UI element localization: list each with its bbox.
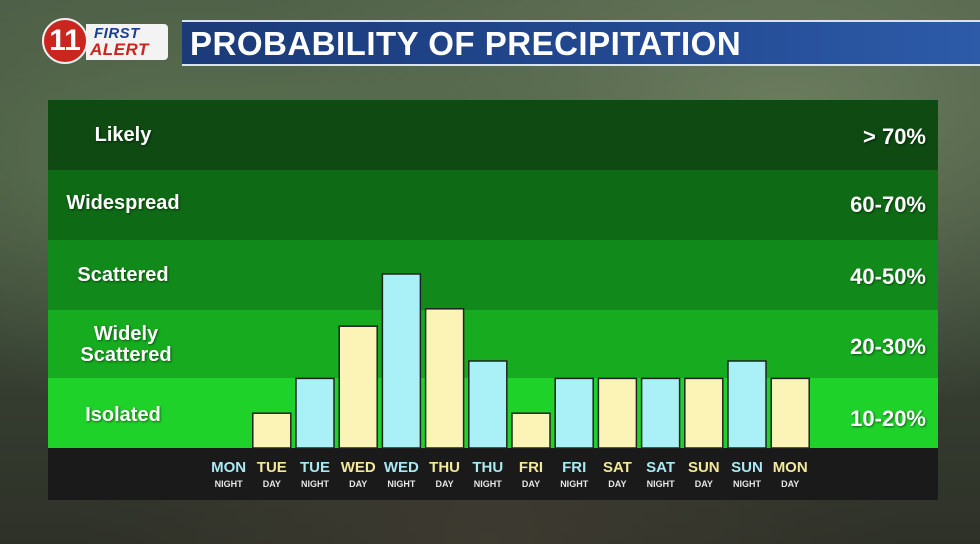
- logo-alert-text: ALERT: [90, 40, 149, 59]
- first-alert-logo: 11 FIRST ALERT: [42, 18, 170, 66]
- bar-wed-day: [338, 325, 378, 449]
- bar-sun-day: [684, 377, 724, 449]
- bar-thu-night: [468, 360, 508, 449]
- tick-label-day: MON: [773, 459, 808, 476]
- tick-label-day: FRI: [519, 459, 543, 476]
- tick-label-day: MON: [211, 459, 246, 476]
- bar-wed-night: [381, 273, 422, 449]
- tick-label-period: DAY: [436, 479, 454, 489]
- bar-thu-day: [424, 308, 465, 449]
- tick-label-day: THU: [429, 459, 460, 476]
- tick-label-day: SUN: [731, 459, 763, 476]
- band-range-scattered: 40-50%: [850, 264, 926, 289]
- tick-label-period: NIGHT: [474, 479, 503, 489]
- tick-label-day: TUE: [300, 459, 330, 476]
- title-bar: PROBABILITY OF PRECIPITATION: [182, 20, 980, 66]
- first-alert-wordmark: FIRST ALERT: [86, 24, 168, 60]
- tick-label-period: DAY: [608, 479, 626, 489]
- tick-label-period: NIGHT: [647, 479, 676, 489]
- chart-panel: Likely > 70% Widespread 60-70% Scattered…: [48, 100, 938, 500]
- tick-label-period: NIGHT: [215, 479, 244, 489]
- bar-sat-night: [640, 377, 681, 449]
- band-label-isolated: Isolated: [85, 404, 161, 426]
- tick-label-day: TUE: [257, 459, 287, 476]
- band-label-widely-scattered: Widely Scattered: [80, 323, 172, 366]
- tick-label-period: DAY: [695, 479, 713, 489]
- band-range-likely: > 70%: [863, 124, 926, 149]
- tick-label-day: SAT: [603, 459, 632, 476]
- bar-sun-night: [727, 360, 767, 449]
- tick-label-period: DAY: [781, 479, 799, 489]
- tick-label-period: NIGHT: [301, 479, 330, 489]
- band-widespread: Widespread 60-70%: [48, 170, 938, 240]
- band-range-widespread: 60-70%: [850, 192, 926, 217]
- tick-label-day: SUN: [688, 459, 720, 476]
- precip-bar-chart: MON NIGHT TUE DAY TUE NIGHT WED DAY WED NIGHT THU D…: [211, 273, 810, 489]
- band-scattered: Scattered 40-50%: [48, 240, 938, 310]
- bar-mon-day: [770, 377, 810, 449]
- band-label-widespread: Widespread: [66, 192, 180, 214]
- tick-label-period: DAY: [349, 479, 367, 489]
- tick-label-period: NIGHT: [560, 479, 589, 489]
- tick-label-day: SAT: [646, 459, 675, 476]
- tick-label-day: THU: [472, 459, 503, 476]
- band-label-scattered: Scattered: [77, 264, 169, 286]
- x-axis-strip: [48, 448, 938, 500]
- band-range-widely-scattered: 20-30%: [850, 334, 926, 359]
- tick-label-day: WED: [341, 459, 376, 476]
- band-label-likely: Likely: [94, 124, 152, 146]
- channel-number-badge: 11: [42, 18, 88, 64]
- page-title: PROBABILITY OF PRECIPITATION: [190, 25, 742, 62]
- band-range-isolated: 10-20%: [850, 406, 926, 431]
- band-likely: Likely > 70%: [48, 100, 938, 170]
- bar-tue-day: [252, 412, 292, 449]
- tick-label-period: NIGHT: [733, 479, 762, 489]
- tick-label-day: FRI: [562, 459, 586, 476]
- bar-sat-day: [597, 377, 638, 449]
- tick-label-period: NIGHT: [387, 479, 416, 489]
- tick-label-period: DAY: [263, 479, 281, 489]
- tick-label-period: DAY: [522, 479, 540, 489]
- tick-label-day: WED: [384, 459, 419, 476]
- bar-fri-day: [511, 412, 551, 449]
- logo-first-text: FIRST: [94, 25, 140, 42]
- bar-fri-night: [554, 377, 594, 449]
- bar-tue-night: [295, 377, 335, 449]
